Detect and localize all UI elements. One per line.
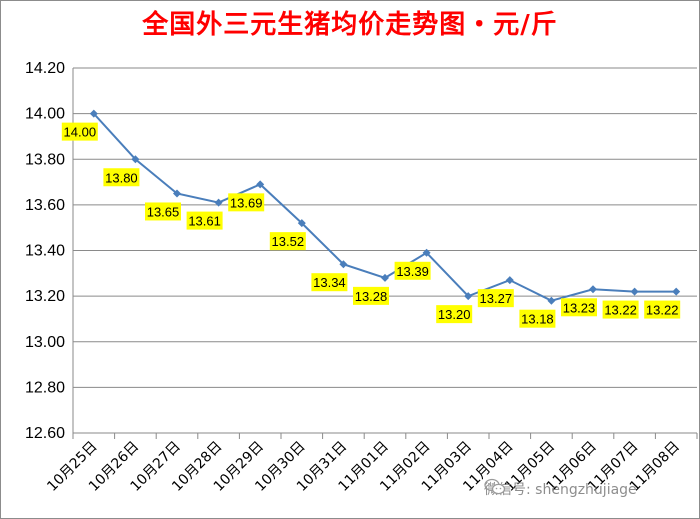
data-label-box xyxy=(394,261,431,280)
data-label: 13.34 xyxy=(313,275,346,290)
data-label-box xyxy=(269,232,306,251)
data-label: 13.39 xyxy=(396,264,429,279)
y-tick-label: 13.60 xyxy=(25,197,65,214)
data-point xyxy=(339,260,348,269)
data-label-box xyxy=(644,300,681,319)
data-label-box xyxy=(561,298,597,317)
data-point xyxy=(589,285,597,294)
data-point xyxy=(672,287,681,296)
y-tick-label: 14.00 xyxy=(25,106,65,123)
y-tick-label: 13.20 xyxy=(25,288,65,305)
data-label-box xyxy=(477,289,514,308)
data-label: 13.28 xyxy=(355,289,388,304)
data-label-box xyxy=(61,122,98,141)
wechat-icon xyxy=(484,478,506,495)
data-point xyxy=(630,287,639,296)
data-point xyxy=(505,276,514,285)
watermark: 微信号: shengzhujiage xyxy=(484,478,637,500)
y-tick-label: 12.80 xyxy=(25,379,65,396)
data-label-box xyxy=(186,211,223,230)
data-label: 13.23 xyxy=(563,300,596,315)
data-point xyxy=(297,219,306,228)
data-label-box xyxy=(145,202,181,221)
y-tick-label: 12.60 xyxy=(25,425,65,442)
data-label: 13.69 xyxy=(230,195,263,210)
chart-title: 全国外三元生猪均价走势图・元/斤 xyxy=(142,10,558,40)
y-tick-label: 13.40 xyxy=(25,243,65,260)
data-point xyxy=(547,296,556,305)
data-label: 13.52 xyxy=(272,234,305,249)
data-point xyxy=(256,180,265,189)
data-label: 13.80 xyxy=(105,170,138,185)
data-label-box xyxy=(519,309,556,328)
y-tick-label: 13.80 xyxy=(25,151,65,168)
data-point xyxy=(131,155,140,164)
y-tick-label: 14.20 xyxy=(25,60,65,77)
data-label: 13.27 xyxy=(480,291,513,306)
series-line xyxy=(93,112,677,302)
data-point xyxy=(464,292,473,301)
y-tick-label: 13.00 xyxy=(25,334,65,351)
data-label-box xyxy=(103,168,140,187)
data-point xyxy=(173,189,181,198)
data-point xyxy=(381,273,389,282)
data-label-box xyxy=(436,305,473,324)
data-point xyxy=(214,198,223,207)
data-label: 13.20 xyxy=(438,307,471,322)
data-label-box xyxy=(228,193,265,212)
data-point xyxy=(89,109,98,118)
data-label: 13.18 xyxy=(521,312,554,327)
data-label-box xyxy=(311,273,348,292)
data-label-box xyxy=(353,286,389,305)
data-label: 13.22 xyxy=(604,303,637,318)
data-label: 13.22 xyxy=(646,303,679,318)
data-label: 14.00 xyxy=(64,125,97,140)
data-label: 13.65 xyxy=(147,204,180,219)
data-label-box xyxy=(602,300,639,319)
data-point xyxy=(422,248,431,257)
watermark-text: 微信号: shengzhujiage xyxy=(484,482,637,498)
data-label: 13.61 xyxy=(188,214,221,229)
